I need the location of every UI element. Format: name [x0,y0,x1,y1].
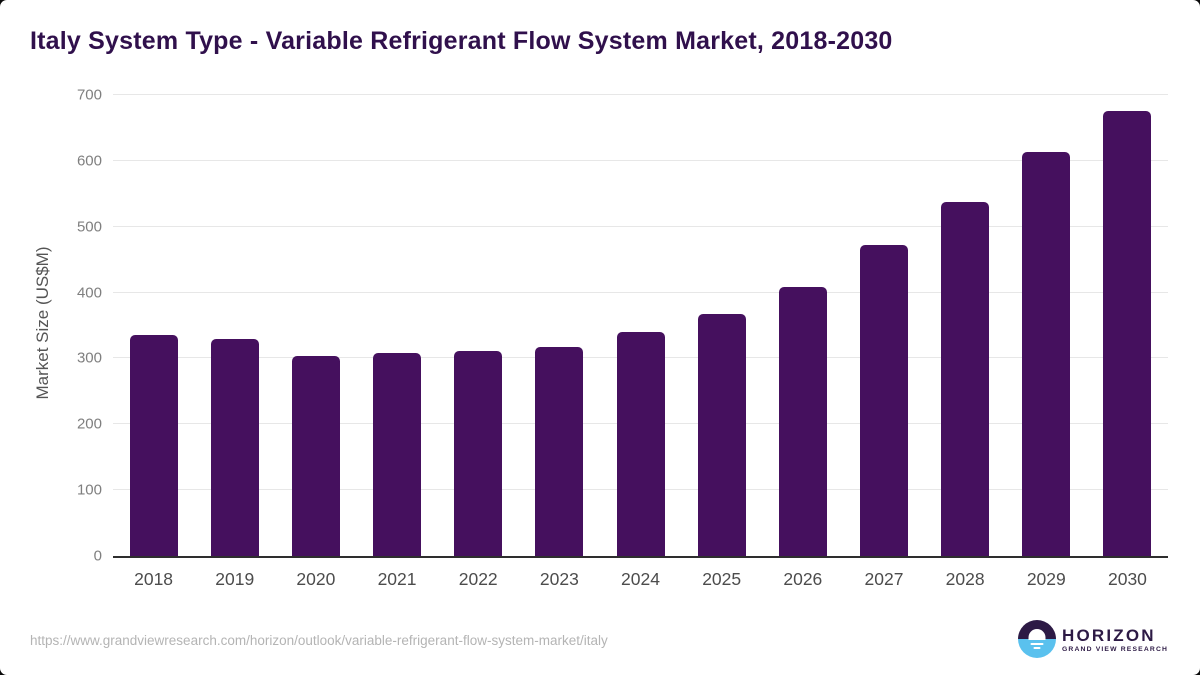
bar-column-2021 [356,95,437,556]
bar-column-2030 [1087,95,1168,556]
bar-2030 [1103,110,1152,556]
y-tick-label-0: 0 [93,547,102,565]
bar-2021 [373,353,422,556]
y-tick-label-400: 400 [76,284,102,302]
x-tick-label-2019: 2019 [215,569,255,589]
bar-column-2026 [762,95,843,556]
bar-column-2027 [843,95,924,556]
x-tick-label-2021: 2021 [377,569,417,589]
x-tick-label-2018: 2018 [134,569,174,589]
x-tick-label-2029: 2029 [1026,569,1066,589]
bar-2029 [1022,152,1071,556]
bar-column-2025 [681,95,762,556]
gridline-600 [113,159,1168,161]
logo-name: HORIZON [1062,626,1156,645]
bar-column-2029 [1006,95,1087,556]
x-tick-label-2026: 2026 [783,569,823,589]
plot-area: 0 100 200 300 400 500 600 700 [77,88,1168,564]
bar-2024 [616,332,665,556]
bar-2020 [291,355,340,556]
y-tick-label-700: 700 [76,86,102,104]
bar-column-2023 [519,95,600,556]
x-tick-label-2030: 2030 [1107,569,1147,589]
chart-title: Italy System Type - Variable Refrigerant… [30,27,893,55]
y-axis-title: Market Size (US$M) [33,246,52,400]
gridline-500 [113,225,1168,227]
horizon-logo: HORIZON GRAND VIEW RESEARCH [1018,620,1168,658]
x-tick-label-2023: 2023 [539,569,579,589]
bar-2023 [535,346,584,556]
bar-column-2020 [275,95,356,556]
bar-2018 [129,334,178,556]
bar-column-2022 [438,95,519,556]
gridline-400 [113,291,1168,293]
logo-subtitle: GRAND VIEW RESEARCH [1062,646,1169,653]
bar-column-2019 [194,95,275,556]
bar-column-2018 [113,95,194,556]
logo-text-block: HORIZON GRAND VIEW RESEARCH [1056,620,1168,654]
bar-2025 [697,314,746,556]
x-tick-label-2020: 2020 [296,569,336,589]
bar-2022 [454,351,503,556]
horizon-logo-icon [1018,620,1056,658]
bars-container [113,95,1168,556]
x-axis-labels: 2018 2019 2020 2021 2022 2023 2024 2025 2026 2027… [113,568,1168,590]
logo-horizon-line-small [1033,647,1041,649]
logo-horizon-line [1030,642,1044,645]
x-tick-label-2024: 2024 [621,569,660,589]
y-tick-label-100: 100 [76,481,102,499]
gridline-700 [113,94,1168,95]
bar-column-2028 [925,95,1006,556]
bar-2028 [941,202,990,556]
logo-sun-shape [1028,629,1046,640]
x-tick-label-2028: 2028 [945,569,985,589]
bar-2019 [210,338,259,556]
y-tick-label-500: 500 [76,218,102,236]
bar-2027 [859,245,908,556]
x-tick-label-2027: 2027 [864,569,904,589]
bar-2026 [778,287,827,556]
y-tick-label-600: 600 [76,152,102,170]
source-url: https://www.grandviewresearch.com/horizo… [30,633,608,648]
bar-column-2024 [600,95,681,556]
y-tick-label-200: 200 [76,415,102,433]
x-tick-label-2022: 2022 [458,569,498,589]
y-tick-label-300: 300 [76,349,102,367]
x-tick-label-2025: 2025 [702,569,742,589]
